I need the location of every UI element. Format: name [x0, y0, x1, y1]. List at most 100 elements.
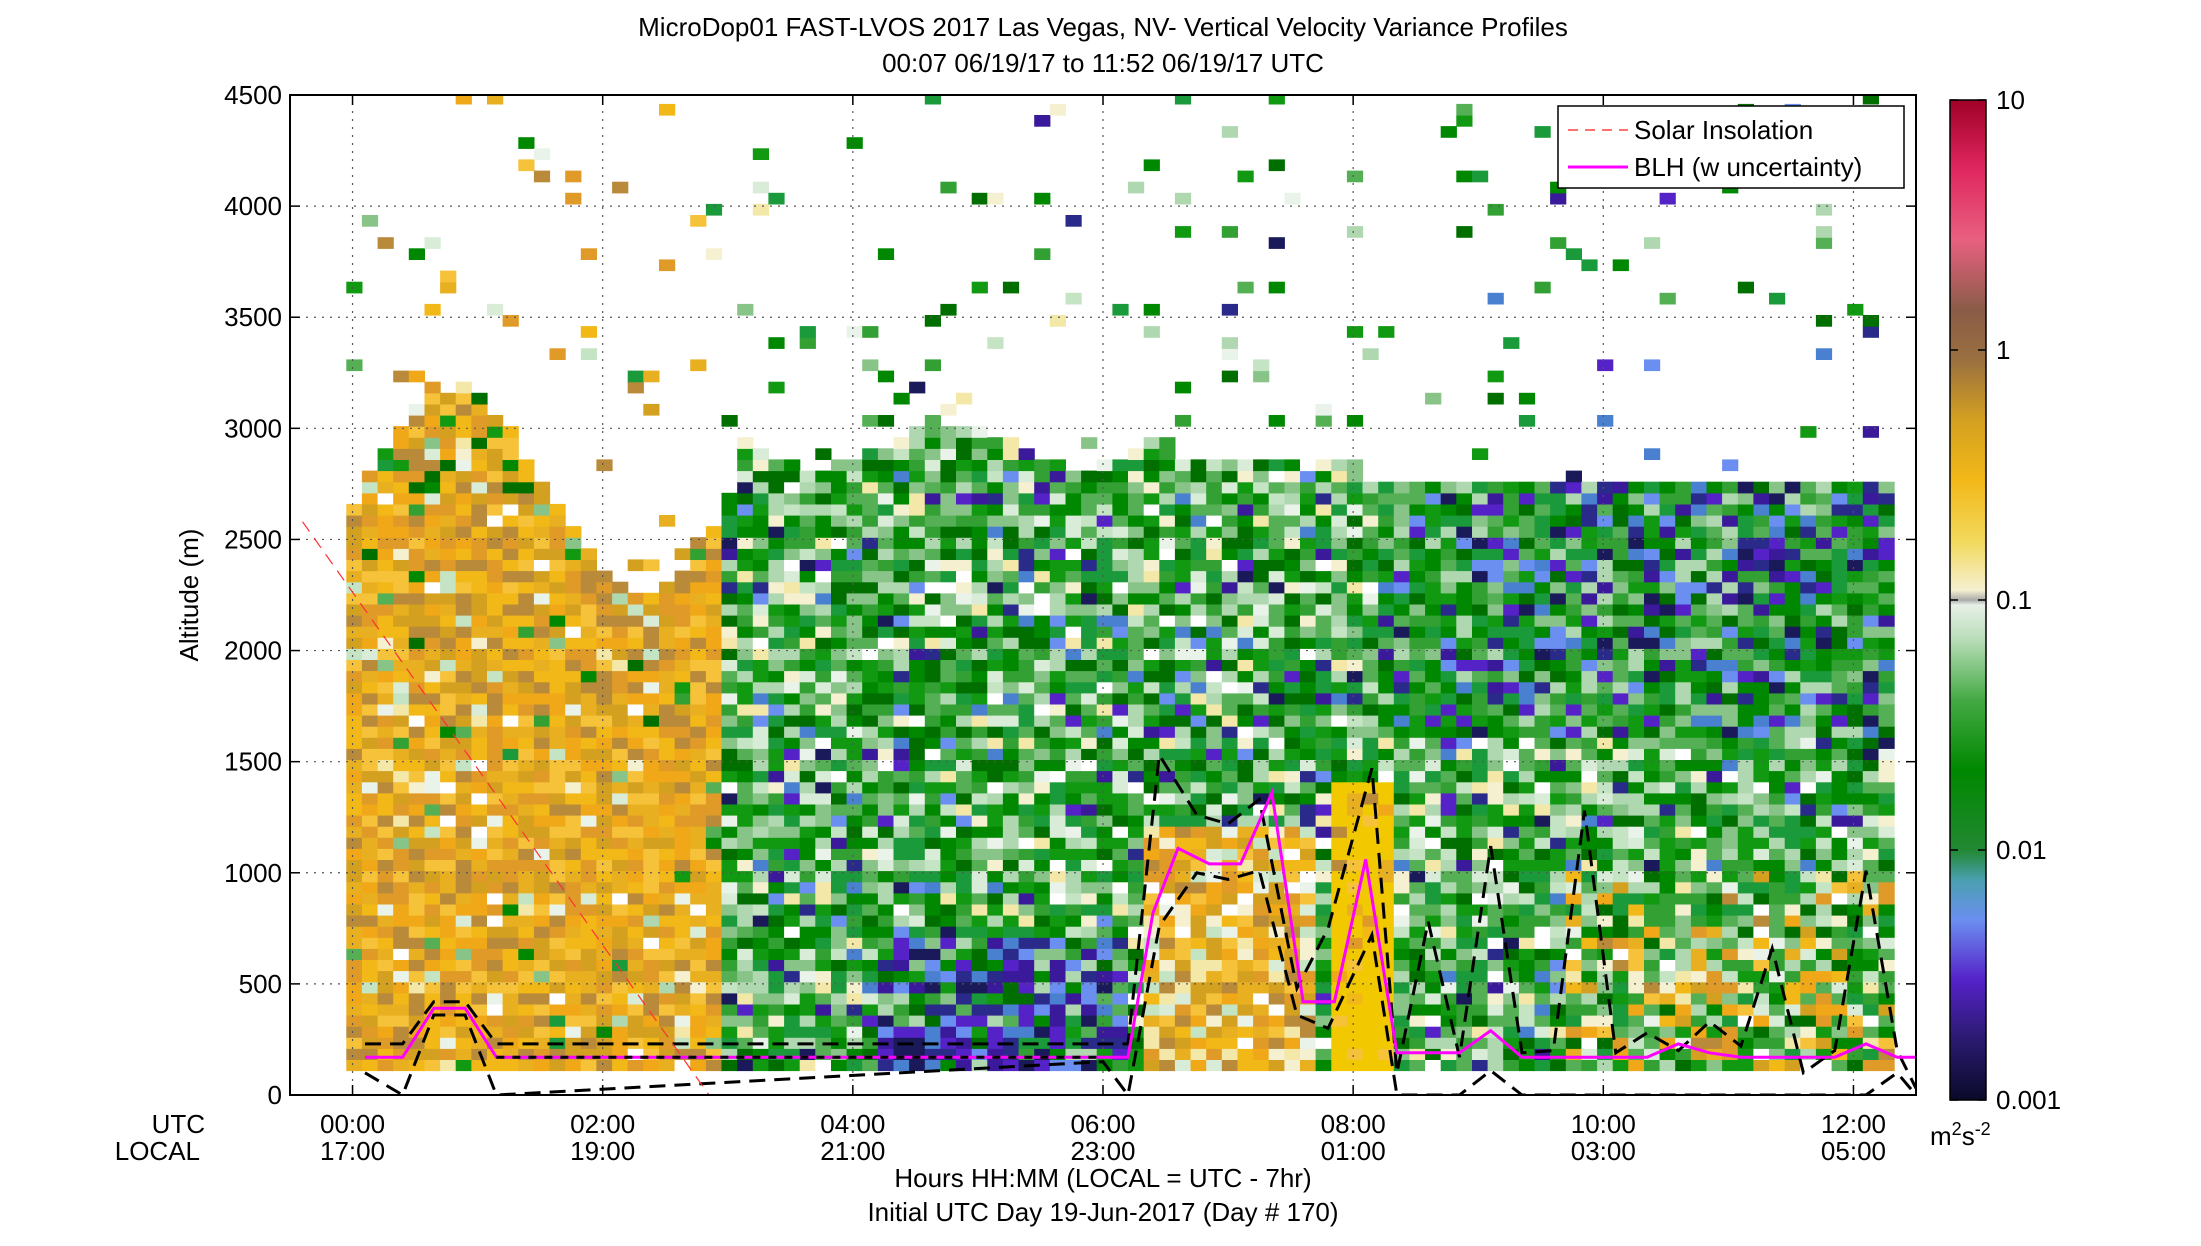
heatmap-cell [627, 648, 644, 660]
heatmap-cell [877, 626, 895, 638]
heatmap-cell [1081, 437, 1098, 449]
heatmap-cell [1190, 670, 1207, 683]
heatmap-cell [1612, 759, 1629, 772]
heatmap-cell [1628, 626, 1645, 638]
heatmap-cell [1534, 937, 1551, 949]
heatmap-cell [768, 470, 785, 483]
heatmap-cell [831, 781, 848, 794]
heatmap-cell [533, 615, 551, 627]
heatmap-cell [1049, 903, 1066, 916]
heatmap-cell [1018, 759, 1035, 772]
heatmap-cell [1237, 559, 1254, 572]
heatmap-cell [877, 1059, 895, 1072]
heatmap-cell [815, 603, 832, 616]
heatmap-cell [831, 537, 848, 549]
heatmap-cell [799, 626, 816, 638]
heatmap-cell [846, 1026, 863, 1038]
heatmap-cell [1690, 659, 1708, 672]
heatmap-cell [956, 615, 973, 627]
heatmap-cell [1300, 970, 1317, 983]
heatmap-cell [1487, 792, 1504, 805]
heatmap-cell [1425, 1026, 1442, 1038]
heatmap-cell [1174, 192, 1192, 205]
heatmap-cell [1331, 1037, 1348, 1049]
heatmap-cell [674, 892, 691, 905]
heatmap-cell [1159, 1048, 1176, 1060]
heatmap-cell [940, 637, 957, 649]
heatmap-cell [1081, 992, 1098, 1005]
heatmap-cell [1221, 537, 1238, 549]
heatmap-cell [784, 903, 801, 916]
heatmap-cell [1002, 803, 1020, 816]
heatmap-cell [596, 726, 613, 738]
heatmap-cell [1206, 503, 1223, 516]
heatmap-cell [377, 726, 394, 738]
heatmap-cell [1612, 703, 1629, 716]
heatmap-cell [1456, 792, 1473, 805]
heatmap-cell [956, 726, 973, 738]
heatmap-cell [424, 892, 441, 905]
heatmap-cell [455, 726, 472, 738]
heatmap-cell [1690, 792, 1708, 805]
heatmap-cell [784, 581, 801, 594]
heatmap-cell [1049, 626, 1066, 638]
heatmap-cell [987, 1048, 1004, 1060]
heatmap-cell [1065, 481, 1082, 494]
heatmap-cell [1644, 748, 1661, 760]
heatmap-cell [909, 837, 926, 849]
heatmap-cell [1487, 715, 1504, 727]
heatmap-cell [1128, 637, 1145, 649]
heatmap-cell [1378, 1048, 1395, 1060]
heatmap-cell [784, 815, 801, 827]
heatmap-cell [1190, 515, 1207, 527]
heatmap-cell [1393, 692, 1410, 705]
heatmap-cell [1049, 870, 1066, 883]
heatmap-cell [1565, 848, 1582, 860]
heatmap-cell [690, 859, 707, 872]
heatmap-cell [518, 815, 535, 827]
heatmap-cell [862, 770, 879, 783]
heatmap-cell [1722, 1037, 1739, 1049]
heatmap-cell [1644, 848, 1661, 860]
heatmap-cell [815, 448, 832, 460]
heatmap-cell [1378, 959, 1395, 972]
heatmap-cell [1081, 748, 1098, 760]
heatmap-cell [1581, 548, 1598, 560]
heatmap-cell [549, 626, 566, 638]
heatmap-cell [612, 770, 629, 783]
heatmap-cell [1002, 859, 1020, 872]
heatmap-cell [1018, 492, 1035, 505]
heatmap-cell [533, 492, 551, 505]
heatmap-cell [1018, 837, 1035, 849]
heatmap-cell [1503, 515, 1520, 527]
heatmap-cell [752, 692, 769, 705]
heatmap-cell [643, 592, 660, 605]
heatmap-cell [987, 759, 1004, 772]
heatmap-cell [1159, 603, 1176, 616]
heatmap-cell [627, 959, 644, 972]
heatmap-cell [1065, 1003, 1082, 1016]
heatmap-cell [1221, 548, 1238, 560]
heatmap-cell [1581, 959, 1598, 972]
heatmap-cell [1690, 992, 1708, 1005]
heatmap-cell [737, 670, 754, 683]
heatmap-cell [440, 603, 457, 616]
heatmap-cell [1393, 570, 1410, 583]
heatmap-cell [784, 537, 801, 549]
heatmap-cell [487, 848, 504, 860]
heatmap-cell [1722, 481, 1739, 494]
heatmap-cell [1612, 926, 1629, 938]
heatmap-cell [815, 959, 832, 972]
heatmap-cell [1409, 681, 1426, 694]
heatmap-cell [502, 503, 519, 516]
heatmap-cell [424, 437, 441, 449]
heatmap-cell [1722, 981, 1739, 994]
heatmap-cell [1659, 692, 1676, 705]
heatmap-cell [1706, 737, 1723, 749]
heatmap-cell [1112, 937, 1129, 949]
heatmap-cell [1143, 592, 1160, 605]
heatmap-cell [627, 626, 644, 638]
heatmap-cell [533, 592, 551, 605]
heatmap-cell [877, 670, 895, 683]
heatmap-cell [815, 548, 832, 560]
